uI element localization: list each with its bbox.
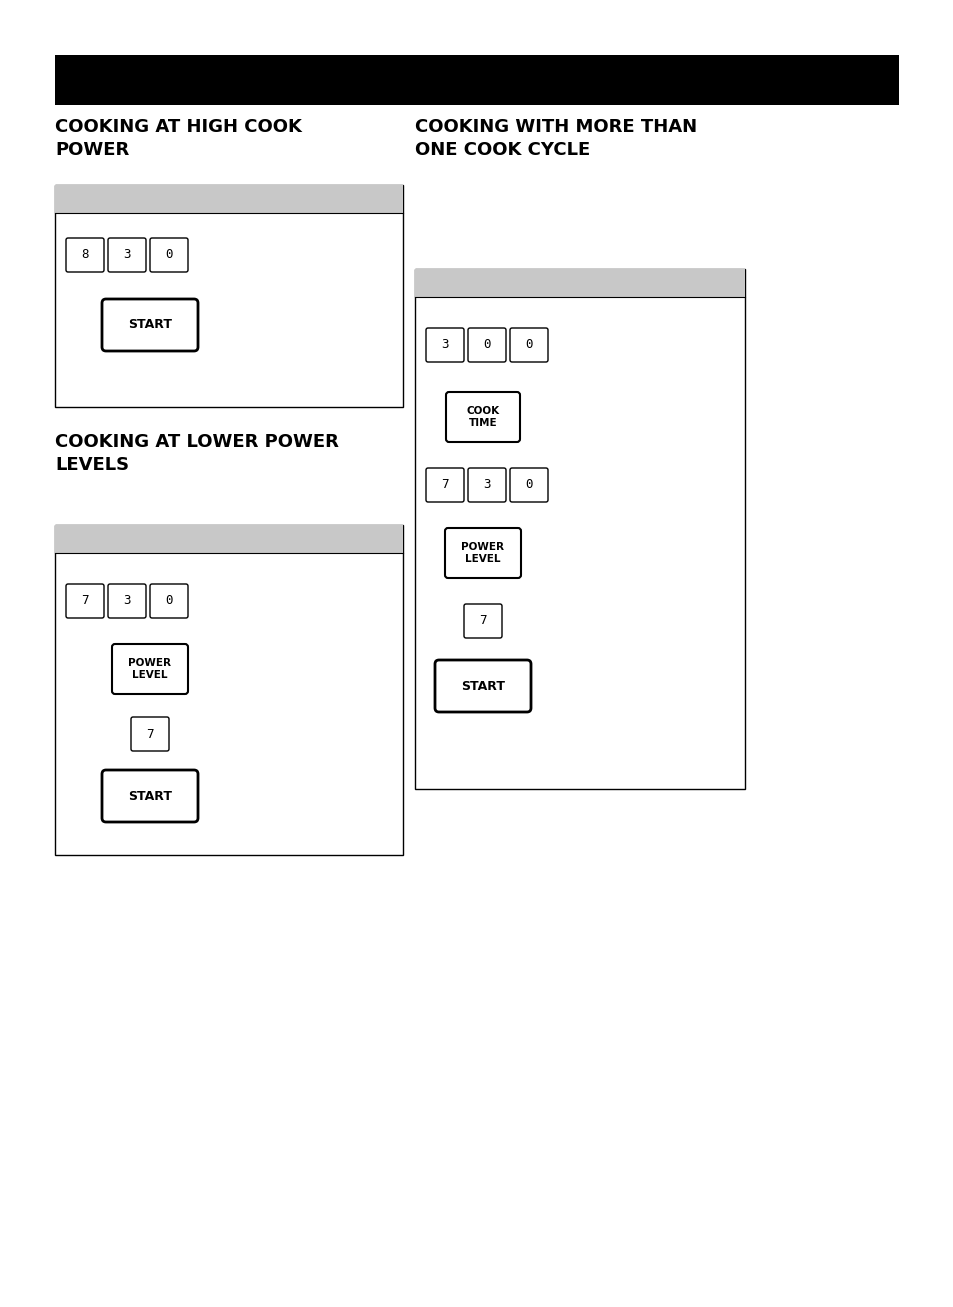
Text: 0: 0	[483, 339, 490, 352]
Text: 3: 3	[483, 478, 490, 491]
Text: COOKING AT HIGH COOK
POWER: COOKING AT HIGH COOK POWER	[55, 118, 301, 159]
Text: START: START	[128, 789, 172, 802]
Text: 0: 0	[165, 595, 172, 608]
FancyBboxPatch shape	[102, 299, 198, 352]
Bar	[55, 525, 402, 553]
Bar	[415, 269, 744, 297]
FancyBboxPatch shape	[468, 468, 505, 502]
Text: 7: 7	[146, 728, 153, 741]
Text: 0: 0	[525, 478, 532, 491]
FancyBboxPatch shape	[446, 392, 519, 442]
FancyBboxPatch shape	[150, 238, 188, 272]
Text: COOKING WITH MORE THAN
ONE COOK CYCLE: COOKING WITH MORE THAN ONE COOK CYCLE	[415, 118, 697, 159]
Text: 8: 8	[81, 248, 89, 261]
FancyBboxPatch shape	[131, 718, 169, 752]
FancyBboxPatch shape	[435, 660, 531, 712]
Text: 3: 3	[123, 595, 131, 608]
Text: 3: 3	[441, 339, 448, 352]
Bar	[55, 186, 402, 406]
FancyBboxPatch shape	[468, 328, 505, 362]
Bar	[55, 55, 898, 105]
FancyBboxPatch shape	[108, 584, 146, 618]
Text: POWER
LEVEL: POWER LEVEL	[461, 542, 504, 563]
Text: 7: 7	[441, 478, 448, 491]
FancyBboxPatch shape	[66, 584, 104, 618]
FancyBboxPatch shape	[102, 770, 198, 822]
Text: 7: 7	[81, 595, 89, 608]
Text: START: START	[460, 680, 504, 693]
Bar	[55, 186, 402, 213]
Bar	[415, 269, 744, 789]
FancyBboxPatch shape	[66, 238, 104, 272]
Text: POWER
LEVEL: POWER LEVEL	[129, 659, 172, 680]
Text: 0: 0	[165, 248, 172, 261]
FancyBboxPatch shape	[426, 328, 463, 362]
FancyBboxPatch shape	[510, 328, 547, 362]
FancyBboxPatch shape	[108, 238, 146, 272]
Text: START: START	[128, 319, 172, 332]
Text: 7: 7	[478, 614, 486, 627]
Text: 0: 0	[525, 339, 532, 352]
FancyBboxPatch shape	[112, 644, 188, 694]
FancyBboxPatch shape	[510, 468, 547, 502]
Bar	[55, 525, 402, 855]
FancyBboxPatch shape	[463, 604, 501, 638]
FancyBboxPatch shape	[444, 528, 520, 578]
Text: COOK
TIME: COOK TIME	[466, 406, 499, 427]
Text: 3: 3	[123, 248, 131, 261]
FancyBboxPatch shape	[426, 468, 463, 502]
FancyBboxPatch shape	[150, 584, 188, 618]
Text: COOKING AT LOWER POWER
LEVELS: COOKING AT LOWER POWER LEVELS	[55, 433, 338, 474]
